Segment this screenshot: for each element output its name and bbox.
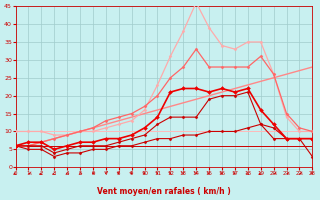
X-axis label: Vent moyen/en rafales ( km/h ): Vent moyen/en rafales ( km/h ) — [97, 187, 231, 196]
